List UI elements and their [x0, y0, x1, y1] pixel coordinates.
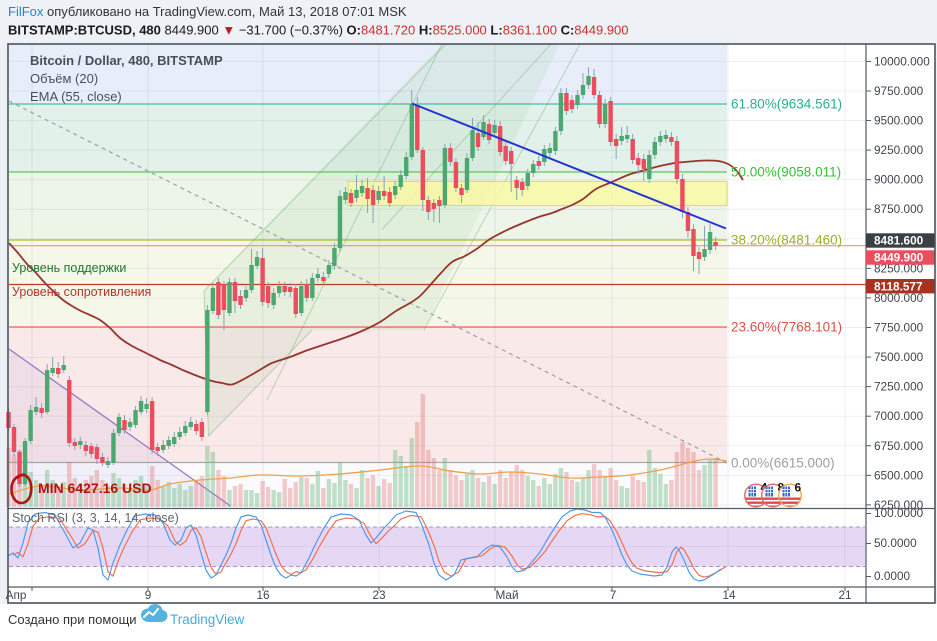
svg-text:9: 9 — [145, 588, 152, 602]
svg-text:50.0000: 50.0000 — [874, 536, 917, 550]
svg-text:8118.577: 8118.577 — [874, 279, 923, 293]
svg-text:38.20%(8481.460): 38.20%(8481.460) — [731, 233, 842, 248]
svg-text:Создано при помощи: Создано при помощи — [8, 612, 137, 627]
svg-text:9000.000: 9000.000 — [874, 173, 924, 187]
svg-text:8000.000: 8000.000 — [874, 291, 924, 305]
svg-text:4: 4 — [761, 481, 768, 495]
svg-text:7: 7 — [610, 588, 617, 602]
svg-text:BITSTAMP:BTCUSD, 480 8449.900: BITSTAMP:BTCUSD, 480 8449.900 ▼ −31.700 … — [8, 23, 629, 38]
svg-text:21: 21 — [838, 588, 851, 602]
svg-text:7250.000: 7250.000 — [874, 380, 924, 394]
svg-text:MIN 6427.16 USD: MIN 6427.16 USD — [38, 480, 152, 496]
svg-text:9750.000: 9750.000 — [874, 84, 924, 98]
svg-text:7750.000: 7750.000 — [874, 320, 924, 334]
svg-text:6500.000: 6500.000 — [874, 468, 924, 482]
svg-text:100.0000: 100.0000 — [874, 506, 924, 520]
svg-text:8481.600: 8481.600 — [874, 234, 924, 248]
svg-text:0.00%(6615.000): 0.00%(6615.000) — [731, 456, 835, 471]
svg-text:7000.000: 7000.000 — [874, 409, 924, 423]
svg-text:6750.000: 6750.000 — [874, 439, 924, 453]
svg-text:8250.000: 8250.000 — [874, 261, 924, 275]
svg-text:Апр: Апр — [6, 588, 27, 602]
svg-text:Bitcoin / Dollar, 480, BITSTAM: Bitcoin / Dollar, 480, BITSTAMP — [30, 53, 223, 68]
svg-text:10000.000: 10000.000 — [874, 54, 930, 68]
svg-text:14: 14 — [722, 588, 736, 602]
svg-text:Объём (20): Объём (20) — [30, 71, 98, 86]
svg-text:61.80%(9634.561): 61.80%(9634.561) — [731, 97, 842, 112]
svg-text:8449.900: 8449.900 — [874, 251, 924, 265]
svg-text:8: 8 — [778, 481, 785, 495]
svg-text:50.00%(9058.011): 50.00%(9058.011) — [731, 165, 841, 180]
svg-text:Май: Май — [495, 588, 518, 602]
svg-text:Уровень поддержки: Уровень поддержки — [12, 261, 126, 275]
svg-text:23.60%(7768.101): 23.60%(7768.101) — [731, 320, 842, 335]
svg-text:16: 16 — [256, 588, 270, 602]
svg-text:8750.000: 8750.000 — [874, 202, 924, 216]
svg-text:FilFox опубликовано на Trading: FilFox опубликовано на TradingView.com, … — [8, 4, 407, 19]
svg-text:7500.000: 7500.000 — [874, 350, 924, 364]
svg-text:9250.000: 9250.000 — [874, 143, 924, 157]
svg-text:23: 23 — [372, 588, 386, 602]
svg-text:0.0000: 0.0000 — [874, 569, 911, 583]
svg-text:TradingView: TradingView — [170, 612, 245, 627]
svg-text:EMA (55, close): EMA (55, close) — [30, 89, 122, 104]
svg-text:6: 6 — [795, 481, 802, 495]
svg-text:Уровень сопротивления: Уровень сопротивления — [12, 285, 151, 299]
svg-text:Stoch RSI (3, 3, 14, 14, close: Stoch RSI (3, 3, 14, 14, close) — [12, 511, 179, 525]
svg-text:9500.000: 9500.000 — [874, 114, 924, 128]
